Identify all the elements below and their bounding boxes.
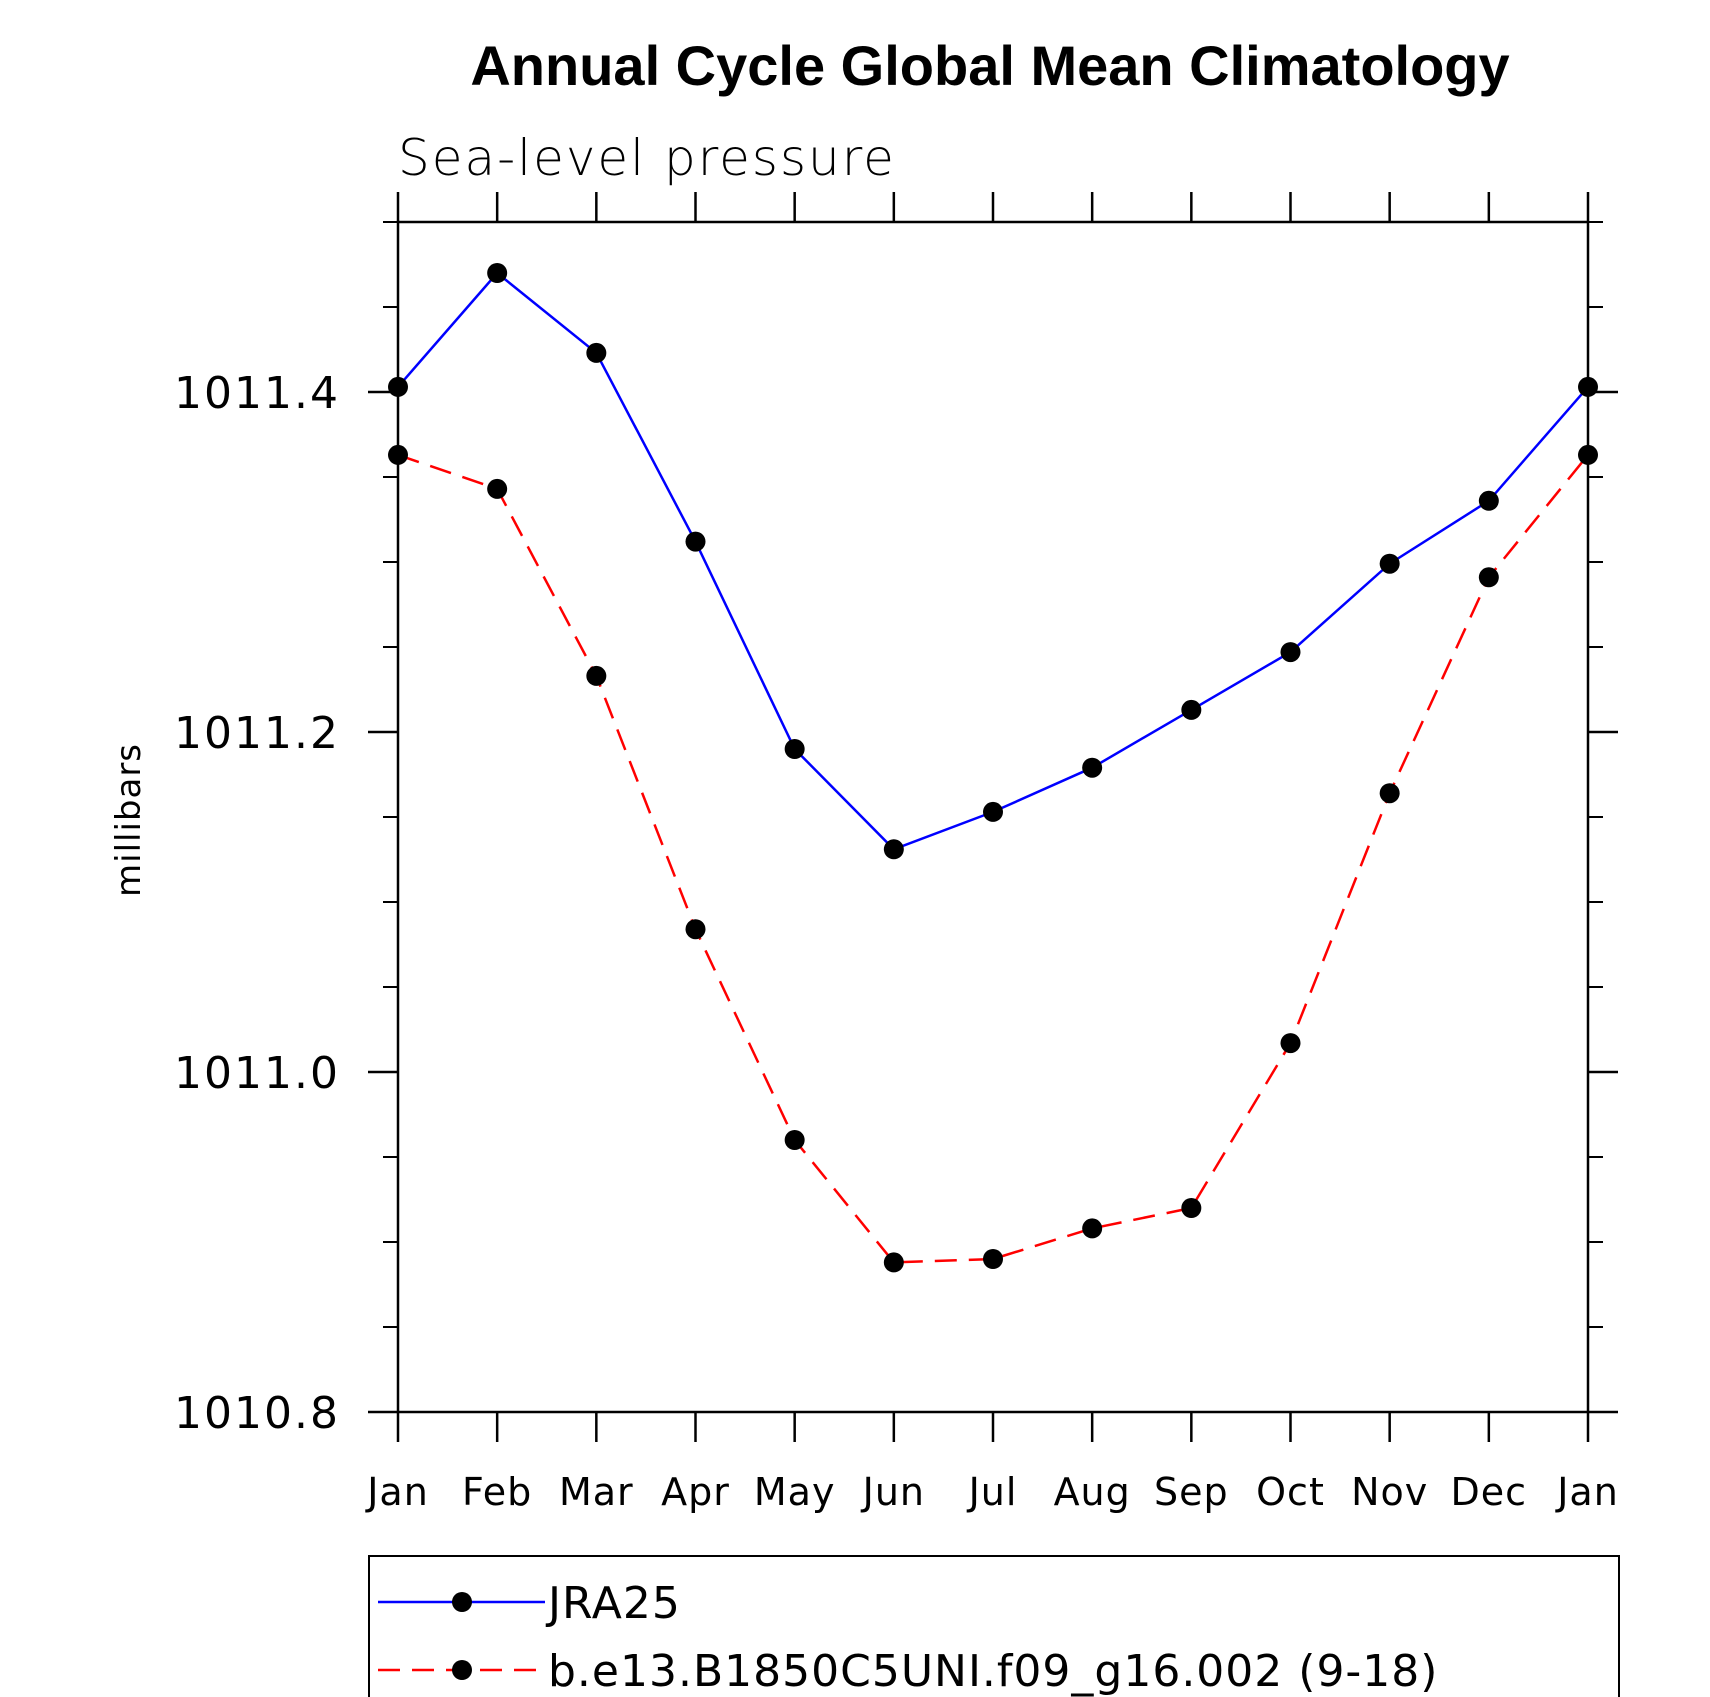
series-0-point <box>1379 553 1400 574</box>
y-tick-label: 1011.2 <box>174 708 340 759</box>
series-0-point <box>685 531 706 552</box>
series-0-point <box>983 801 1003 822</box>
series-1-point <box>1478 567 1499 588</box>
chart-subtitle: Sea-level pressure <box>398 129 896 187</box>
series-0-point <box>1181 699 1202 720</box>
series-line-0 <box>397 271 1589 851</box>
series-1-point <box>883 1252 904 1273</box>
series-1-point <box>1379 783 1400 804</box>
series-0-point <box>487 263 508 283</box>
series-layer <box>388 263 1598 1273</box>
x-tick-label: Jan <box>1555 1470 1619 1514</box>
series-0-point <box>784 739 805 759</box>
legend-swatch-marker <box>452 1592 472 1612</box>
y-tick-label: 1011.0 <box>174 1048 340 1099</box>
legend-label: b.e13.B1850C5UNI.f09_g16.002 (9-18) <box>548 1646 1438 1697</box>
series-0-point <box>883 839 904 860</box>
legend-swatch-marker <box>452 1660 472 1680</box>
series-0-point <box>1280 642 1301 663</box>
x-tick-label: Nov <box>1351 1470 1428 1514</box>
legend-box <box>368 1555 1620 1697</box>
series-0-point <box>1478 490 1499 511</box>
series-line-1 <box>397 453 1589 1264</box>
series-1-point <box>487 478 508 499</box>
y-tick-label: 1011.4 <box>174 368 340 419</box>
series-1-point <box>1181 1198 1202 1218</box>
chart-title: Annual Cycle Global Mean Climatology <box>470 34 1509 97</box>
legend-label: JRA25 <box>545 1578 681 1629</box>
x-tick-label: Jun <box>861 1470 925 1514</box>
series-1-point <box>784 1130 805 1150</box>
x-tick-label: Mar <box>559 1470 634 1514</box>
x-tick-label: Apr <box>661 1470 730 1514</box>
y-tick-label: 1010.8 <box>174 1388 340 1439</box>
x-tick-label: Dec <box>1451 1470 1528 1514</box>
series-0-point <box>1578 376 1598 397</box>
y-axis-label: millibars <box>109 743 149 897</box>
x-tick-label: May <box>754 1470 836 1514</box>
x-tick-label: Jul <box>967 1470 1018 1514</box>
series-1-point <box>1280 1033 1301 1054</box>
series-0-point <box>388 376 408 397</box>
series-1-point <box>1082 1218 1103 1239</box>
x-tick-label: Aug <box>1054 1470 1131 1514</box>
x-tick-label: Sep <box>1154 1470 1229 1514</box>
series-1-point <box>388 444 408 465</box>
series-1-point <box>983 1249 1003 1269</box>
series-1-point <box>586 665 607 686</box>
series-0-point <box>586 342 607 363</box>
x-tick-label: Oct <box>1256 1470 1325 1514</box>
series-1-point <box>1578 444 1598 465</box>
plot-axes: 1010.8 1011.0 1011.2 1011.4 Jan Feb Mar Apr May J… <box>174 192 1619 1514</box>
series-0-point <box>1082 757 1103 778</box>
legend: JRA25 b.e13.B1850C5UNI.f09_g16.002 (9-18) <box>368 1555 1620 1697</box>
x-tick-label: Feb <box>462 1470 532 1514</box>
series-1-point <box>685 919 706 940</box>
x-tick-label: Jan <box>365 1470 429 1514</box>
